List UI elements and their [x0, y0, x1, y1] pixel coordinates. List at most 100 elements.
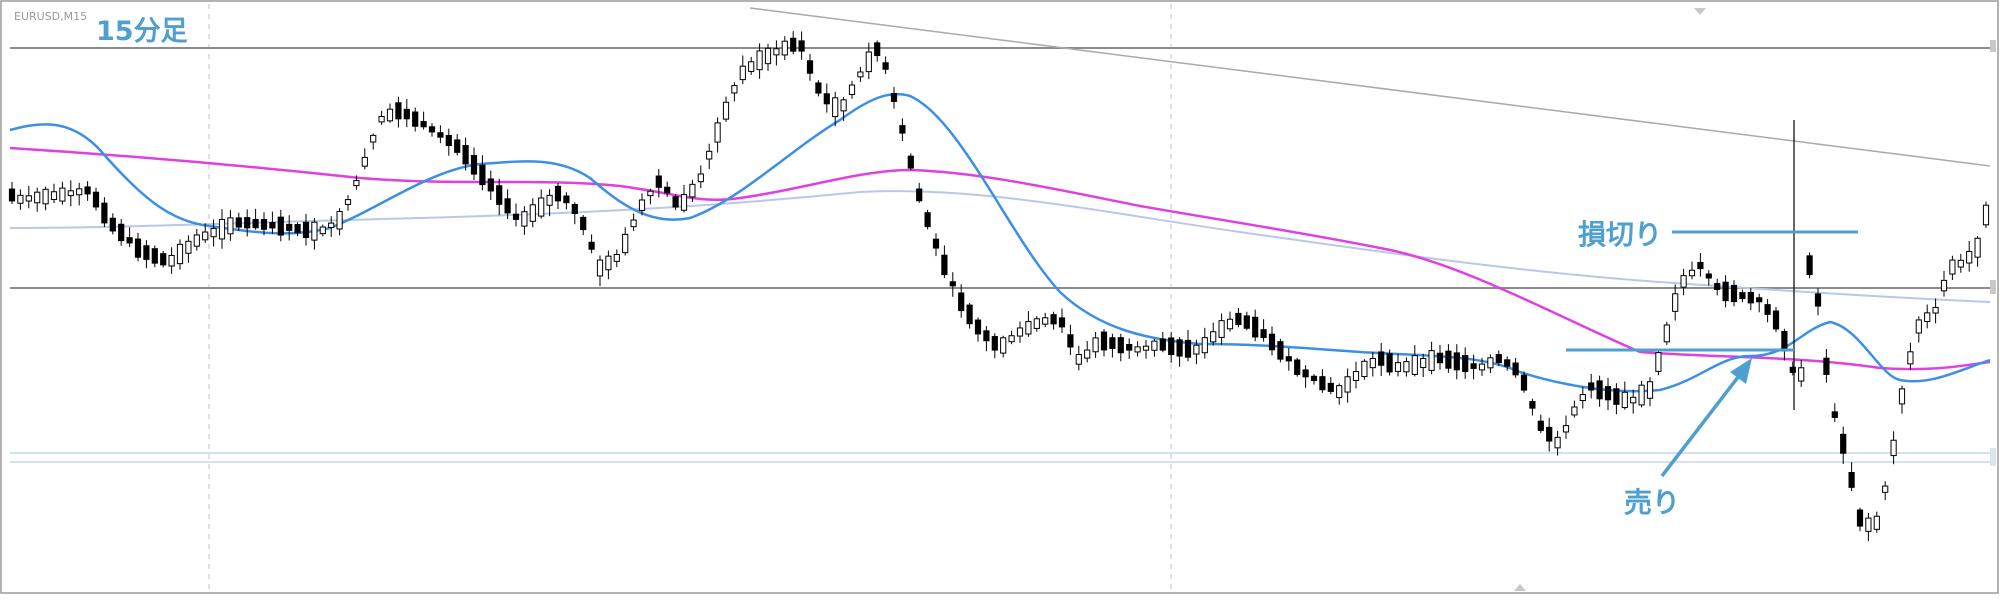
- candle-bullish: [202, 231, 209, 241]
- timeframe-label: 15分足: [96, 16, 188, 47]
- candle-bearish: [1470, 363, 1477, 369]
- candle-bullish: [185, 240, 192, 254]
- candle-bearish: [823, 93, 830, 105]
- candle-bearish: [1529, 401, 1536, 409]
- candle-bullish: [1966, 250, 1973, 264]
- bottom-scroll-marker: [1514, 584, 1526, 591]
- candle-bullish: [193, 234, 200, 247]
- candle-bullish: [1042, 317, 1049, 325]
- candle-bearish: [1537, 420, 1544, 431]
- candle-bearish: [462, 145, 469, 165]
- candle-bearish: [1504, 359, 1511, 367]
- candle-bullish: [1210, 331, 1217, 343]
- candle-bullish: [50, 191, 58, 201]
- candle-bullish: [1151, 340, 1158, 351]
- candle-bullish: [1428, 350, 1435, 371]
- sell-label: 売り: [1624, 486, 1680, 519]
- candle-bullish: [538, 197, 545, 217]
- candle-bearish: [151, 248, 158, 264]
- candle-bearish: [563, 195, 570, 204]
- candle-bullish: [1075, 354, 1082, 365]
- candle-bullish: [529, 204, 536, 222]
- candle-bearish: [1856, 509, 1864, 527]
- candle-bullish: [370, 134, 377, 143]
- candle-bullish: [731, 85, 738, 94]
- candle-bullish: [1344, 376, 1351, 393]
- candle-bearish: [571, 204, 578, 215]
- candle-bearish: [496, 185, 503, 205]
- candle-bearish: [294, 224, 301, 234]
- candle-bearish: [1604, 386, 1612, 401]
- candle-bullish: [714, 122, 721, 143]
- candle-bearish: [874, 42, 881, 57]
- candle-bearish: [1705, 273, 1712, 279]
- candle-bullish: [1688, 269, 1696, 277]
- candle-bearish: [260, 219, 268, 230]
- candle-bearish: [1176, 339, 1183, 357]
- candle-bearish: [983, 330, 990, 342]
- candle-bullish: [1898, 388, 1906, 405]
- candle-bearish: [1512, 362, 1519, 376]
- candle-bearish: [126, 237, 133, 244]
- candle-bullish: [596, 259, 604, 277]
- candle-bullish: [840, 99, 847, 112]
- candle-bullish: [706, 150, 713, 160]
- candle-bearish: [1126, 343, 1133, 351]
- candle-bullish: [176, 243, 184, 265]
- candle-bullish: [1033, 318, 1040, 329]
- candle-bearish: [1546, 426, 1553, 442]
- candle-bullish: [1949, 259, 1956, 275]
- candle-bullish: [689, 183, 696, 198]
- candle-bearish: [1243, 315, 1250, 329]
- candle-bullish: [1336, 385, 1343, 399]
- stop-loss-label: 損切り: [1578, 218, 1662, 251]
- candle-bullish: [1865, 517, 1872, 532]
- candle-bearish: [974, 319, 982, 335]
- candle-bearish: [1100, 331, 1108, 351]
- candle-bullish: [1201, 337, 1208, 354]
- candle-bearish: [1697, 261, 1704, 270]
- candle-bearish: [1840, 433, 1847, 454]
- candle-bearish: [1462, 355, 1469, 373]
- candle-bearish: [1730, 284, 1738, 303]
- candle-bearish: [92, 191, 100, 208]
- candle-bullish: [1655, 352, 1662, 372]
- candle-bullish: [1982, 204, 1990, 226]
- candle-bullish: [1403, 361, 1410, 373]
- candle-bullish: [218, 218, 226, 240]
- candle-bearish: [815, 82, 822, 94]
- candle-bullish: [773, 48, 780, 56]
- candle-bearish: [118, 223, 125, 242]
- candle-bullish: [722, 101, 730, 120]
- candle-bearish: [958, 292, 965, 312]
- candle-bullish: [336, 210, 343, 230]
- candle-bullish: [1008, 335, 1015, 343]
- candle-bearish: [420, 121, 427, 128]
- candle-bullish: [34, 191, 41, 204]
- candle-bullish: [521, 211, 528, 227]
- candle-bearish: [1327, 382, 1334, 392]
- candle-bullish: [319, 226, 326, 235]
- candle-bearish: [1848, 472, 1855, 488]
- candle-bearish: [899, 125, 906, 134]
- candle-bullish: [1924, 312, 1931, 323]
- candle-bearish: [1050, 314, 1057, 325]
- candle-bearish: [1386, 353, 1393, 373]
- candle-bearish: [1168, 337, 1175, 356]
- candle-bearish: [1445, 350, 1452, 369]
- candle-bullish: [613, 253, 620, 262]
- candle-bullish: [227, 217, 234, 235]
- candle-bullish: [25, 195, 32, 202]
- candle-bearish: [269, 222, 276, 229]
- candle-bearish: [1520, 374, 1528, 391]
- candle-bearish: [1260, 329, 1267, 339]
- candle-bearish: [479, 164, 486, 186]
- candle-bearish: [664, 186, 671, 194]
- candle-bearish: [1722, 281, 1729, 302]
- candle-bullish: [386, 108, 394, 122]
- candle-bearish: [1294, 359, 1301, 375]
- candle-bullish: [59, 187, 66, 202]
